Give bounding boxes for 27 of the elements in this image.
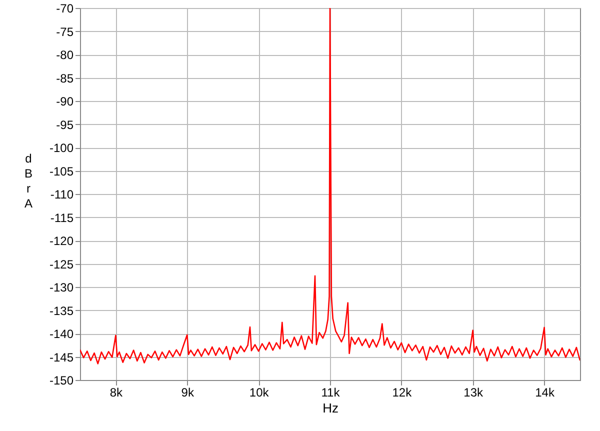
y-tick-label: -85 [56,71,74,86]
x-tick-label: 8k [110,386,124,400]
x-axis-title: Hz [322,400,338,416]
y-tick-label: -135 [49,304,74,318]
x-tick-label: 14k [535,386,556,400]
y-tick-label: -95 [56,118,74,132]
x-tick-label: 11k [321,386,341,400]
y-tick-label: -145 [49,350,74,364]
x-tick-label: 10k [249,386,270,400]
x-tick-label: 13k [464,386,484,400]
y-tick-label: -115 [50,210,74,225]
y-tick-label: -110 [50,188,74,202]
y-axis-title: dBr A [24,152,33,210]
line-series [80,8,580,364]
y-tick-label: -125 [49,257,74,272]
y-tick-label: -70 [56,2,74,16]
y-tick-label: -120 [49,234,74,248]
x-tick-label: 9k [181,386,195,400]
y-tick-label: -90 [56,94,74,108]
y-tick-label: -80 [56,48,74,62]
y-tick-label: -150 [49,374,74,388]
y-tick-label: -140 [49,327,74,341]
y-tick-label: -105 [49,164,74,178]
x-tick-label: 12k [392,386,413,400]
y-tick-label: -100 [49,141,74,155]
y-tick-label: -130 [49,280,74,294]
y-tick-label: -75 [56,24,74,39]
